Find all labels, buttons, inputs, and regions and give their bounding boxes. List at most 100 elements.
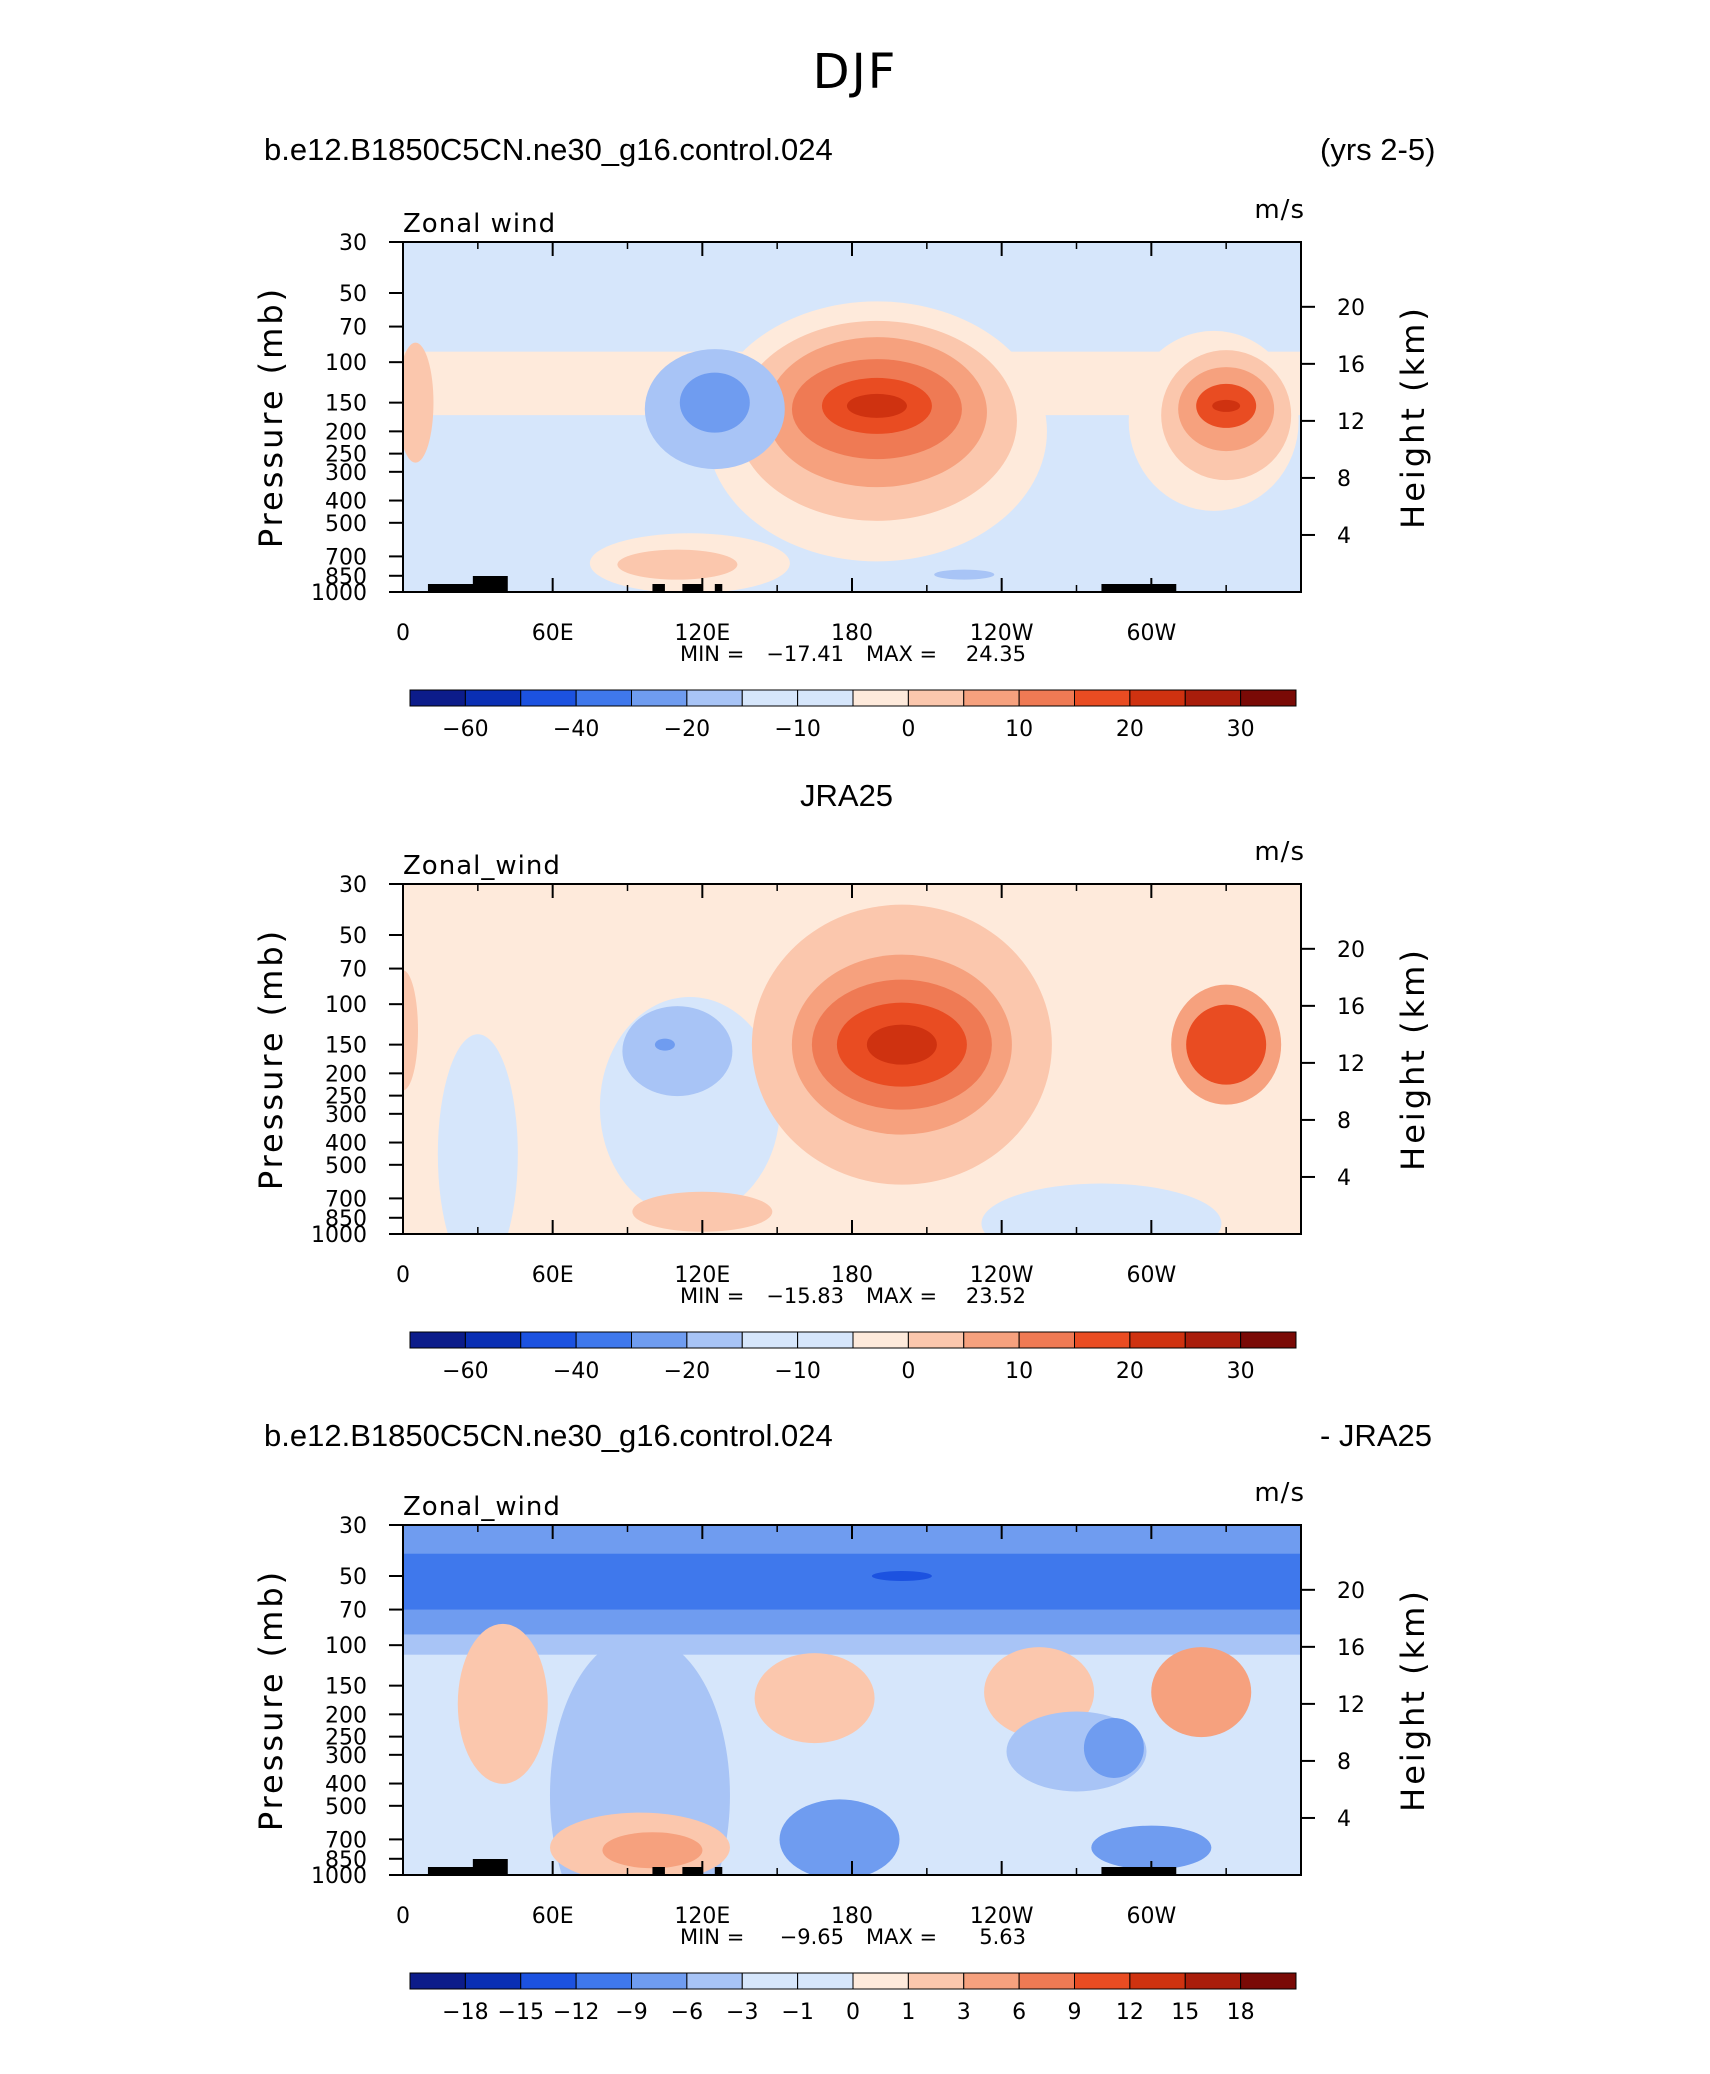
pacific-jet-25: [846, 393, 907, 418]
y-tick-label: 100: [325, 993, 367, 1018]
colorbar-label: 3: [957, 2000, 971, 2025]
west-edge-jet: [403, 342, 434, 463]
topography-bar: [472, 1859, 508, 1875]
y-tick-label: 300: [325, 1103, 367, 1128]
topography-bar: [714, 584, 723, 592]
colorbar-box: [409, 1972, 466, 1990]
colorbar-label: 18: [1227, 2000, 1255, 2025]
topography-bar: [682, 1867, 703, 1875]
contour-fill-group: [403, 884, 1301, 1234]
max-label: MAX =: [866, 642, 937, 666]
topography-bar: [472, 576, 508, 592]
colorbar-box: [1184, 689, 1242, 707]
colorbar-box: [1018, 1972, 1075, 1990]
topography-bar: [652, 584, 665, 592]
y-tick-label: 700: [325, 545, 367, 570]
panel1-left-title: b.e12.B1850C5CN.ne30_g16.control.024: [264, 132, 833, 167]
panel2-center-title: JRA25: [800, 778, 894, 813]
y-tick-label: 150: [325, 392, 367, 417]
panel1-right-title: (yrs 2-5): [1320, 132, 1436, 167]
y-tick-label: 700: [325, 1187, 367, 1212]
units-label: m/s: [1254, 837, 1305, 867]
colorbar-box: [631, 1331, 688, 1349]
x-tick-label: 0: [396, 1904, 410, 1929]
y-tick-label: 150: [325, 1675, 367, 1700]
colorbar-label: 9: [1068, 2000, 1082, 2025]
y-right-tick-label: 12: [1337, 410, 1365, 435]
max-value: 5.63: [979, 1925, 1026, 1949]
low-negative: [779, 1799, 900, 1875]
x-tick-label: 120E: [674, 621, 730, 646]
pacific-jet-25: [866, 1024, 937, 1065]
y-tick-label: 100: [325, 1634, 367, 1659]
colorbar-box: [797, 1972, 854, 1990]
central-negative: [549, 1635, 730, 1875]
colorbar-label: −15: [498, 2000, 544, 2025]
y-right-tick-label: 16: [1337, 1636, 1365, 1661]
colorbar-box: [520, 689, 577, 707]
y-tick-label: 50: [339, 924, 367, 949]
colorbar-label: 0: [901, 1359, 915, 1384]
y-axis-title: Pressure (mb): [252, 928, 290, 1190]
strat-band-30: [403, 1553, 1301, 1610]
x-tick-label: 0: [396, 1263, 410, 1288]
colorbar-label: −18: [442, 2000, 488, 2025]
colorbar-box: [686, 689, 743, 707]
colorbar-box: [963, 1972, 1020, 1990]
x-tick-label: 180: [831, 621, 873, 646]
y-tick-label: 500: [325, 1154, 367, 1179]
y-right-tick-label: 20: [1337, 1579, 1365, 1604]
colorbar-box: [741, 689, 799, 707]
colorbar-label: −10: [774, 717, 820, 742]
y-tick-label: 1000: [311, 581, 367, 606]
easterly-20: [654, 1038, 675, 1051]
x-tick-label: 60E: [532, 1904, 574, 1929]
x-tick-label: 120W: [970, 1904, 1034, 1929]
colorbar-box: [1018, 1331, 1075, 1349]
min-label: MIN =: [680, 642, 744, 666]
atlantic-positive: [1151, 1647, 1252, 1738]
colorbar-box: [1129, 1972, 1186, 1990]
topography-bar: [1101, 1867, 1177, 1875]
atlantic-jet-25: [1212, 399, 1241, 412]
colorbar-label: −20: [664, 717, 710, 742]
colorbar-box: [1240, 1972, 1297, 1990]
y-tick-label: 400: [325, 490, 367, 515]
west-edge-jet: [403, 970, 418, 1091]
x-tick-label: 60E: [532, 1263, 574, 1288]
y-tick-label: 30: [339, 231, 367, 256]
colorbar-box: [409, 1331, 466, 1349]
y-right-tick-label: 4: [1337, 1807, 1351, 1832]
y-tick-label: 150: [325, 1034, 367, 1059]
colorbar-box: [631, 689, 688, 707]
y-right-tick-label: 16: [1337, 353, 1365, 378]
colorbar-label: 30: [1227, 1359, 1255, 1384]
topography-bar: [652, 1867, 665, 1875]
y-right-axis-title: Height (km): [1394, 947, 1432, 1171]
y-tick-label: 200: [325, 1062, 367, 1087]
colorbar-box: [1184, 1331, 1242, 1349]
easterly-20: [679, 372, 750, 433]
panel-obs-plot: 0 60E 120E 180 120W 60W3050701001502002503004…: [252, 837, 1432, 1384]
y-tick-label: 200: [325, 420, 367, 445]
easterly-10: [622, 1006, 733, 1097]
y-tick-label: 850: [325, 565, 367, 590]
y-tick-label: 250: [325, 1726, 367, 1751]
colorbar-label: 30: [1227, 717, 1255, 742]
y-axis-title: Pressure (mb): [252, 1569, 290, 1831]
x-tick-label: 120W: [970, 1263, 1034, 1288]
atlantic-jet-20: [1186, 1004, 1267, 1085]
colorbar-box: [1240, 689, 1297, 707]
low-positive-core: [602, 1832, 703, 1869]
colorbar-label: 0: [846, 2000, 860, 2025]
y-tick-label: 30: [339, 1514, 367, 1539]
colorbar-box: [797, 1331, 854, 1349]
mid-negative-core: [1083, 1717, 1144, 1778]
panel3-left-title: b.e12.B1850C5CN.ne30_g16.control.024: [264, 1418, 833, 1453]
figure-title: DJF: [812, 44, 898, 100]
colorbar-box: [575, 689, 632, 707]
topography-bar: [682, 584, 703, 592]
colorbar-label: 10: [1005, 717, 1033, 742]
y-right-tick-label: 4: [1337, 1166, 1351, 1191]
colorbar-box: [797, 689, 854, 707]
